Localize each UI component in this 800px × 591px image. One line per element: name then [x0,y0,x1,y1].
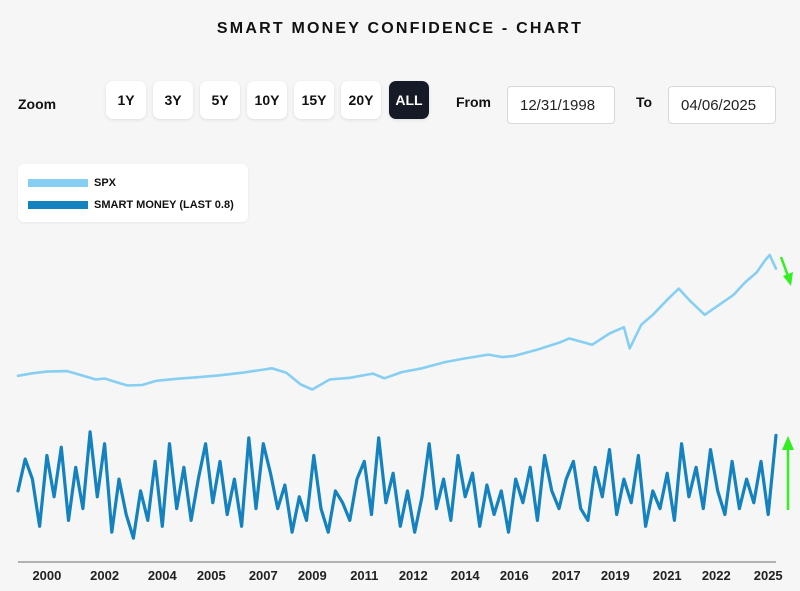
x-tick-label: 2012 [399,568,428,583]
legend-label-smart-money: SMART MONEY (LAST 0.8) [94,199,234,211]
x-tick-label: 2007 [249,568,278,583]
zoom-button-all[interactable]: ALL [389,81,429,119]
x-tick-label: 2017 [552,568,581,583]
x-axis-ticks: 2000 2002 2004 2005 2007 2009 2011 2012 2014 2016… [32,568,782,583]
x-tick-label: 2022 [702,568,731,583]
x-tick-label: 2005 [197,568,226,583]
x-tick-label: 2011 [350,568,378,583]
to-date-input[interactable] [668,86,776,124]
spx-line [16,253,778,391]
zoom-label: Zoom [18,96,57,112]
x-tick-label: 2014 [451,568,481,583]
x-tick-label: 2002 [90,568,119,583]
from-date-input[interactable] [507,86,615,124]
zoom-button-1y[interactable]: 1Y [106,81,146,119]
to-label: To [636,94,653,110]
legend-item-spx[interactable]: SPX [28,177,116,189]
legend-item-smart-money[interactable]: SMART MONEY (LAST 0.8) [28,199,234,211]
legend-label-spx: SPX [94,177,117,189]
zoom-button-3y[interactable]: 3Y [153,81,193,119]
down-arrow-shaft [779,256,790,277]
zoom-button-5y[interactable]: 5Y [200,81,240,119]
x-tick-label: 2000 [32,568,61,583]
legend-swatch-smart-money [28,201,88,209]
down-arrow-head [783,272,793,286]
smart-money-line [16,430,778,540]
legend-swatch-spx [28,179,88,187]
up-arrow-head [782,436,794,450]
zoom-button-20y[interactable]: 20Y [341,81,381,119]
x-tick-label: 2004 [148,568,178,583]
x-tick-label: 2016 [500,568,529,583]
page-title: SMART MONEY CONFIDENCE - CHART [216,20,584,37]
x-tick-label: 2021 [653,568,682,583]
x-tick-label: 2019 [601,568,630,583]
chart-legend: SPX SMART MONEY (LAST 0.8) [18,164,248,222]
up-arrow-icon [782,436,794,510]
down-arrow-icon [779,256,793,286]
zoom-button-15y[interactable]: 15Y [294,81,334,119]
x-tick-label: 2025 [754,568,783,583]
x-tick-label: 2009 [298,568,327,583]
from-label: From [456,94,491,110]
zoom-button-10y[interactable]: 10Y [247,81,287,119]
